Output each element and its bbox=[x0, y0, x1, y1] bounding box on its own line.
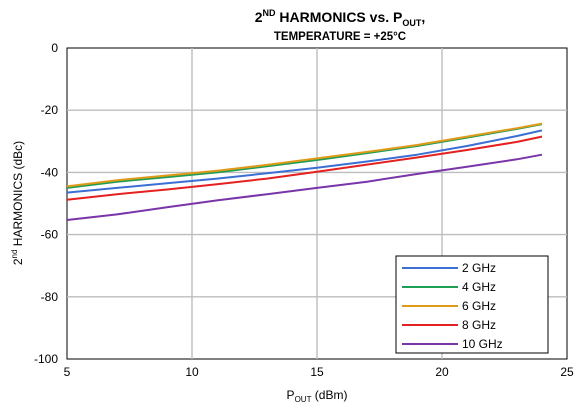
chart-title: 2ND HARMONICS vs. POUT, bbox=[255, 8, 426, 28]
y-tick-label: -60 bbox=[41, 228, 59, 242]
y-axis-label: 2nd HARMONICS (dBc) bbox=[10, 141, 25, 265]
x-axis-label-sub: OUT bbox=[295, 395, 312, 404]
series-line-8-ghz bbox=[66, 135, 543, 201]
x-tick-label: 15 bbox=[310, 365, 324, 379]
legend-label: 8 GHz bbox=[462, 318, 496, 332]
chart-title-sub: OUT bbox=[402, 18, 422, 28]
legend-label: 10 GHz bbox=[462, 337, 503, 351]
y-tick-label: -80 bbox=[41, 290, 59, 304]
y-tick-label: 0 bbox=[51, 41, 58, 55]
chart-subtitle: TEMPERATURE = +25°C bbox=[274, 31, 406, 43]
legend: 2 GHz 4 GHz 6 GHz 8 GHz 10 GHz bbox=[395, 255, 549, 354]
x-tick-label: 5 bbox=[64, 365, 71, 379]
x-axis-label: POUT (dBm) bbox=[287, 388, 348, 404]
legend-label: 2 GHz bbox=[462, 261, 496, 275]
y-tick-label: -100 bbox=[34, 352, 58, 366]
y-axis-label-sup: nd bbox=[10, 250, 19, 259]
y-tick-label: -20 bbox=[41, 103, 59, 117]
chart-title-sup: ND bbox=[263, 8, 276, 18]
tick-labels: 5 10 15 20 25 0 -20 -40 -60 -80 -100 bbox=[34, 41, 574, 379]
legend-label: 6 GHz bbox=[462, 299, 496, 313]
x-tick-label: 10 bbox=[185, 365, 199, 379]
series-line-10-ghz bbox=[66, 153, 543, 221]
y-tick-label: -40 bbox=[41, 165, 59, 179]
x-tick-label: 25 bbox=[560, 365, 574, 379]
series-lines bbox=[66, 122, 543, 221]
series-line-6-ghz bbox=[66, 122, 543, 188]
legend-label: 4 GHz bbox=[462, 280, 496, 294]
x-tick-label: 20 bbox=[435, 365, 449, 379]
series-line-2-ghz bbox=[66, 129, 543, 194]
legend-box bbox=[395, 255, 549, 354]
